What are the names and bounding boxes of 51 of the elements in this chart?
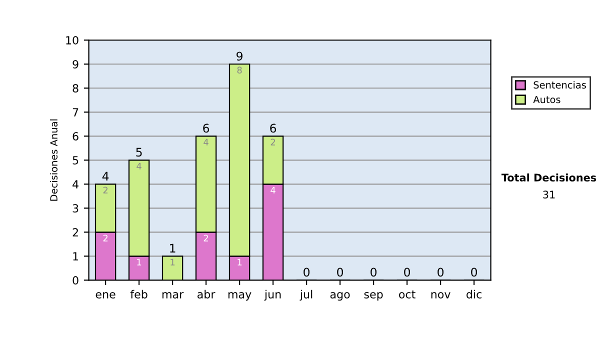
y-tick-label: 6 <box>72 132 78 141</box>
total-label: 0 <box>471 268 478 277</box>
y-tick-label: 9 <box>72 60 78 69</box>
total-label: 0 <box>438 268 444 277</box>
data-label: 4 <box>204 138 208 146</box>
total-label: 0 <box>337 268 344 277</box>
y-axis-title: Decisiones Anual <box>50 119 58 201</box>
x-tick-label: may <box>228 292 252 301</box>
total-label: 9 <box>236 52 242 61</box>
y-tick-label: 8 <box>72 84 78 93</box>
data-label: 8 <box>237 66 242 74</box>
total-label: 6 <box>203 124 210 133</box>
total-label: 1 <box>170 244 176 252</box>
data-label: 4 <box>136 162 142 170</box>
y-tick-label: 3 <box>72 204 78 213</box>
y-tick-label: 0 <box>72 276 78 285</box>
x-tick-label: jul <box>300 290 312 301</box>
y-tick-label: 5 <box>72 156 78 165</box>
x-tick-label: jun <box>264 290 281 301</box>
x-tick-label: ago <box>330 292 350 301</box>
x-tick-label: abr <box>198 290 216 298</box>
text: Total Decisiones <box>501 173 596 182</box>
y-tick-label: 1 <box>73 252 78 260</box>
data-label: 2 <box>270 138 276 146</box>
total-label: 5 <box>136 148 142 157</box>
data-label: 1 <box>137 258 142 266</box>
y-tick-label: 10 <box>66 36 78 44</box>
text: 31 <box>543 190 555 199</box>
total-label: 0 <box>304 268 310 277</box>
y-tick-label: 2 <box>72 228 78 236</box>
y-tick-label: 4 <box>72 180 78 188</box>
legend-label: Autos <box>533 96 560 104</box>
x-tick-label: ene <box>96 292 116 298</box>
data-label: 2 <box>204 234 208 242</box>
total-label: 0 <box>370 268 377 277</box>
data-label: 4 <box>270 186 276 194</box>
total-label: 4 <box>102 172 109 180</box>
total-label: 0 <box>404 268 410 277</box>
data-label: 2 <box>103 234 108 242</box>
x-tick-label: mar <box>162 292 184 298</box>
x-tick-label: oct <box>399 290 416 298</box>
data-label: 1 <box>238 258 242 266</box>
data-label: 2 <box>103 186 108 194</box>
x-tick-label: dic <box>466 290 482 298</box>
y-tick-label: 7 <box>72 108 78 116</box>
x-tick-label: nov <box>431 292 450 298</box>
x-tick-label: feb <box>130 290 148 298</box>
data-label: 1 <box>170 258 175 266</box>
legend-label: Sentencias <box>534 81 586 89</box>
total-label: 6 <box>270 124 276 133</box>
x-tick-label: sep <box>364 292 383 301</box>
